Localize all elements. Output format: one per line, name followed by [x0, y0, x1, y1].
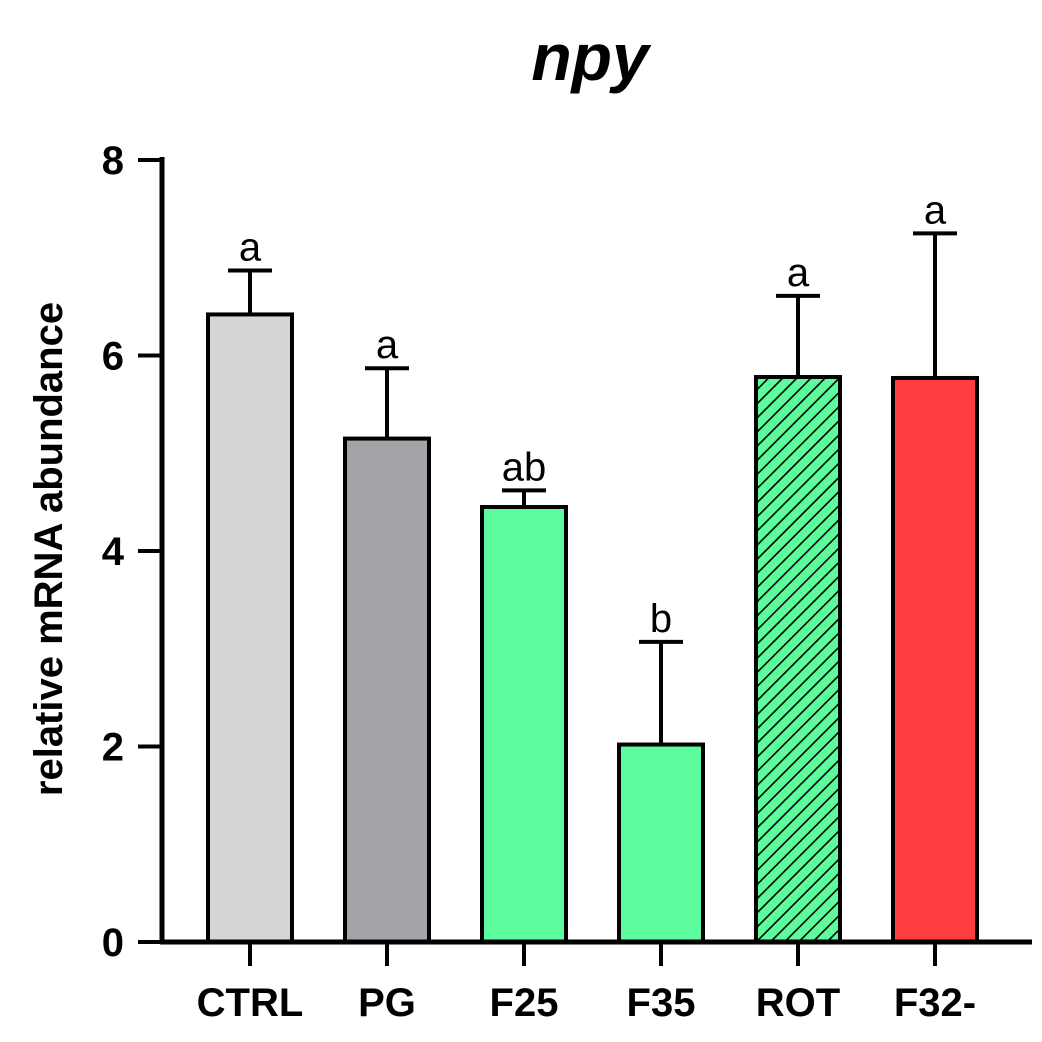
significance-label-ctrl: a	[239, 225, 262, 269]
bar-f32-	[891, 375, 979, 945]
y-tick-label-4: 4	[102, 530, 125, 574]
y-axis-label: relative mRNA abundance	[27, 302, 71, 796]
significance-label-f25: ab	[502, 445, 547, 489]
y-tick-label-0: 0	[102, 921, 124, 965]
bar-f35	[617, 742, 705, 944]
x-tick-label-f25: F25	[490, 981, 559, 1025]
x-tick-label-f32-: F32-	[894, 981, 976, 1025]
significance-label-f32-: a	[924, 188, 947, 232]
error-bars-layer	[228, 231, 957, 745]
significance-label-pg: a	[376, 323, 399, 367]
x-ticks-layer: CTRL PG F25 F35 ROT F32-	[197, 942, 976, 1025]
significance-label-rot: a	[787, 251, 810, 295]
bar-rot	[754, 375, 842, 944]
bar-ctrl	[206, 312, 294, 944]
significance-labels-layer: a a ab b a a	[239, 188, 947, 641]
bar-pg	[343, 436, 431, 944]
y-tick-label-6: 6	[102, 335, 124, 379]
y-tick-label-2: 2	[102, 726, 124, 770]
x-tick-label-ctrl: CTRL	[197, 981, 304, 1025]
x-tick-label-rot: ROT	[756, 981, 840, 1025]
bars-layer	[206, 312, 979, 945]
significance-label-f35: b	[650, 597, 672, 641]
x-tick-label-f35: F35	[627, 981, 696, 1025]
chart-title: npy	[531, 20, 652, 94]
x-tick-label-pg: PG	[358, 981, 416, 1025]
bar-f25	[480, 505, 568, 944]
y-ticks-layer: 0 2 4 6 8	[102, 139, 162, 965]
y-tick-label-8: 8	[102, 139, 124, 183]
